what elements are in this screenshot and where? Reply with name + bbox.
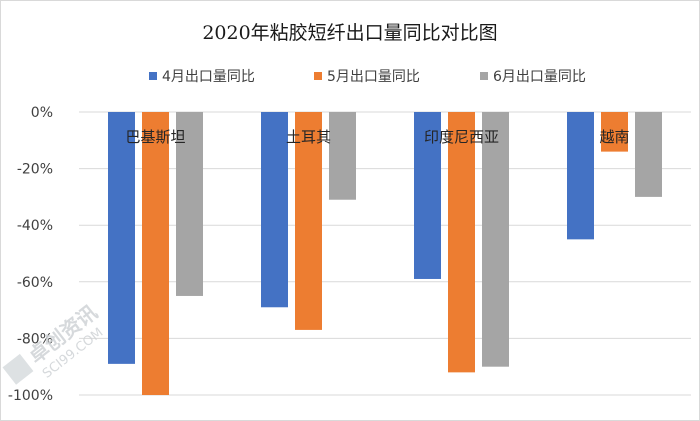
- y-tick-label: -20%: [17, 162, 53, 178]
- bar-4m-3: [567, 112, 594, 240]
- category-label: 印度尼西亚: [424, 128, 499, 146]
- bar-6m-2: [482, 112, 509, 367]
- gridlines: [79, 111, 691, 396]
- bar-6m-3: [635, 112, 662, 197]
- category-label: 越南: [599, 128, 629, 146]
- bar-5m-3: [601, 112, 628, 152]
- chart-title: 2020年粘胶短纤出口量同比对比图: [202, 22, 497, 44]
- watermark-logo-icon: [2, 353, 34, 385]
- watermark: 卓创资讯 SCI99.COM: [2, 300, 106, 385]
- bar-4m-0: [108, 112, 135, 364]
- y-axis: 0% -20% -40% -60% -80% -100%: [8, 105, 53, 404]
- legend-swatch: [480, 72, 488, 80]
- bar-6m-0: [176, 112, 203, 296]
- legend-label: 4月出口量同比: [162, 69, 255, 85]
- legend-swatch: [149, 72, 157, 80]
- category-labels: 巴基斯坦 土耳其 印度尼西亚 越南: [125, 128, 629, 146]
- bar-5m-0: [142, 112, 169, 395]
- bars: [108, 112, 662, 395]
- y-tick-label: -40%: [17, 218, 53, 234]
- legend: 4月出口量同比 5月出口量同比 6月出口量同比: [149, 69, 586, 85]
- bar-6m-1: [329, 112, 356, 200]
- y-tick-label: -60%: [17, 275, 53, 291]
- legend-label: 6月出口量同比: [493, 69, 586, 85]
- bar-5m-1: [295, 112, 322, 330]
- category-label: 土耳其: [286, 128, 331, 146]
- bar-4m-2: [414, 112, 441, 279]
- category-label: 巴基斯坦: [125, 128, 185, 146]
- bar-4m-1: [261, 112, 288, 308]
- y-tick-label: -100%: [8, 388, 53, 404]
- legend-label: 5月出口量同比: [327, 69, 420, 85]
- y-tick-label: 0%: [31, 105, 53, 121]
- bar-5m-2: [448, 112, 475, 373]
- y-tick-label: -80%: [17, 331, 53, 347]
- legend-swatch: [314, 72, 322, 80]
